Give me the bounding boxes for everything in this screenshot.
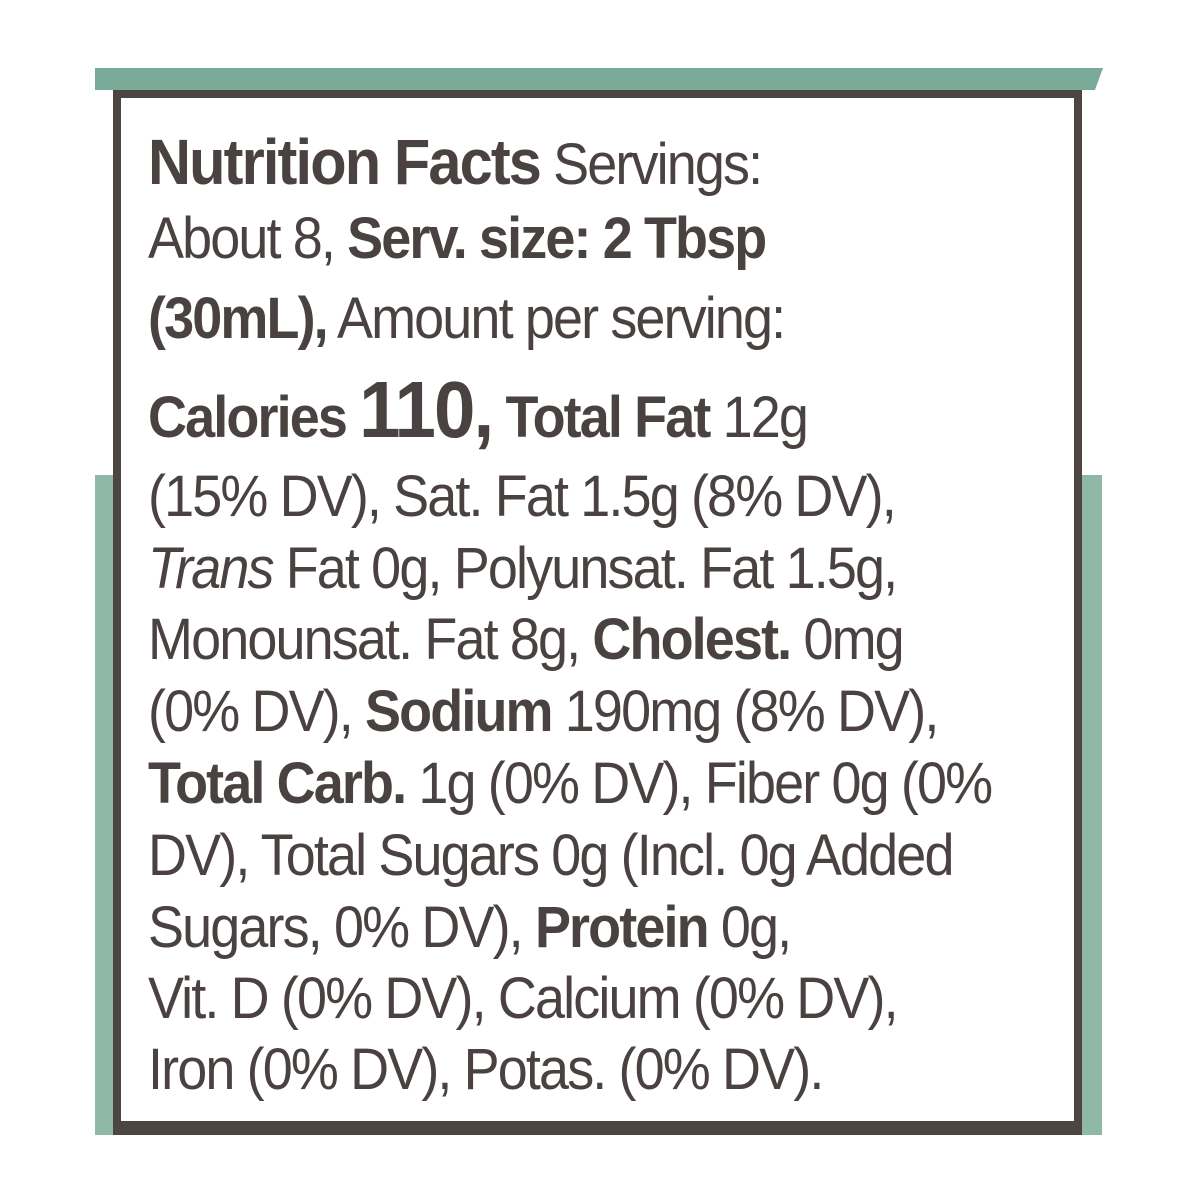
text: Amount per serving: — [326, 286, 786, 351]
text: 1g (0% DV), Fiber 0g (0% — [405, 751, 993, 816]
text: DV), Total Sugars 0g (Incl. 0g Added — [148, 823, 954, 888]
line: Total Carb. 1g (0% DV), Fiber 0g (0% — [148, 755, 993, 813]
line: (30mL), Amount per serving: — [148, 290, 786, 348]
bold-text: Cholest. — [592, 607, 792, 672]
bold-text: Serv. size: 2 Tbsp — [347, 206, 767, 271]
text: (0% DV), — [148, 679, 366, 744]
side-band — [95, 475, 117, 1135]
top-band — [95, 68, 1103, 90]
line: Calories 110, Total Fat 12g — [148, 370, 809, 450]
line: (0% DV), Sodium 190mg (8% DV), — [148, 683, 939, 741]
bold-text: Calories — [148, 385, 360, 450]
line: (15% DV), Sat. Fat 1.5g (8% DV), — [148, 468, 897, 526]
line: About 8, Serv. size: 2 Tbsp — [148, 210, 767, 268]
label-box — [113, 90, 1082, 1135]
text: 0mg — [790, 607, 904, 672]
text: Monounsat. Fat 8g, — [148, 607, 593, 672]
text: Servings: — [540, 132, 763, 197]
bold-text: Sodium — [365, 679, 553, 744]
calories-value: 110, — [359, 365, 494, 454]
text: (15% DV), Sat. Fat 1.5g (8% DV), — [148, 464, 897, 529]
text: About 8, — [148, 206, 348, 271]
text: Iron (0% DV), Potas. (0% DV). — [148, 1037, 824, 1102]
bold-text: Total Carb. — [148, 751, 407, 816]
text: 12g — [709, 385, 809, 450]
line: Iron (0% DV), Potas. (0% DV). — [148, 1041, 824, 1099]
bold-text: (30mL), — [148, 286, 329, 351]
bold-text: Protein — [534, 895, 710, 960]
line: Trans Fat 0g, Polyunsat. Fat 1.5g, — [148, 540, 898, 598]
text: Fat 0g, Polyunsat. Fat 1.5g, — [272, 536, 898, 601]
bold-text: Total Fat — [492, 385, 711, 450]
text: Sugars, 0% DV), — [148, 895, 535, 960]
side-band — [1080, 475, 1102, 1135]
text: 190mg (8% DV), — [551, 679, 940, 744]
line: Monounsat. Fat 8g, Cholest. 0mg — [148, 611, 905, 669]
line: Vit. D (0% DV), Calcium (0% DV), — [148, 970, 899, 1028]
line: Sugars, 0% DV), Protein 0g, — [148, 899, 792, 957]
text: 0g, — [707, 895, 792, 960]
italic-text: Trans — [148, 536, 274, 601]
line: Nutrition Facts Servings: — [148, 130, 763, 197]
text: Vit. D (0% DV), Calcium (0% DV), — [148, 966, 899, 1031]
line: DV), Total Sugars 0g (Incl. 0g Added — [148, 827, 954, 885]
heading: Nutrition Facts — [148, 126, 542, 198]
